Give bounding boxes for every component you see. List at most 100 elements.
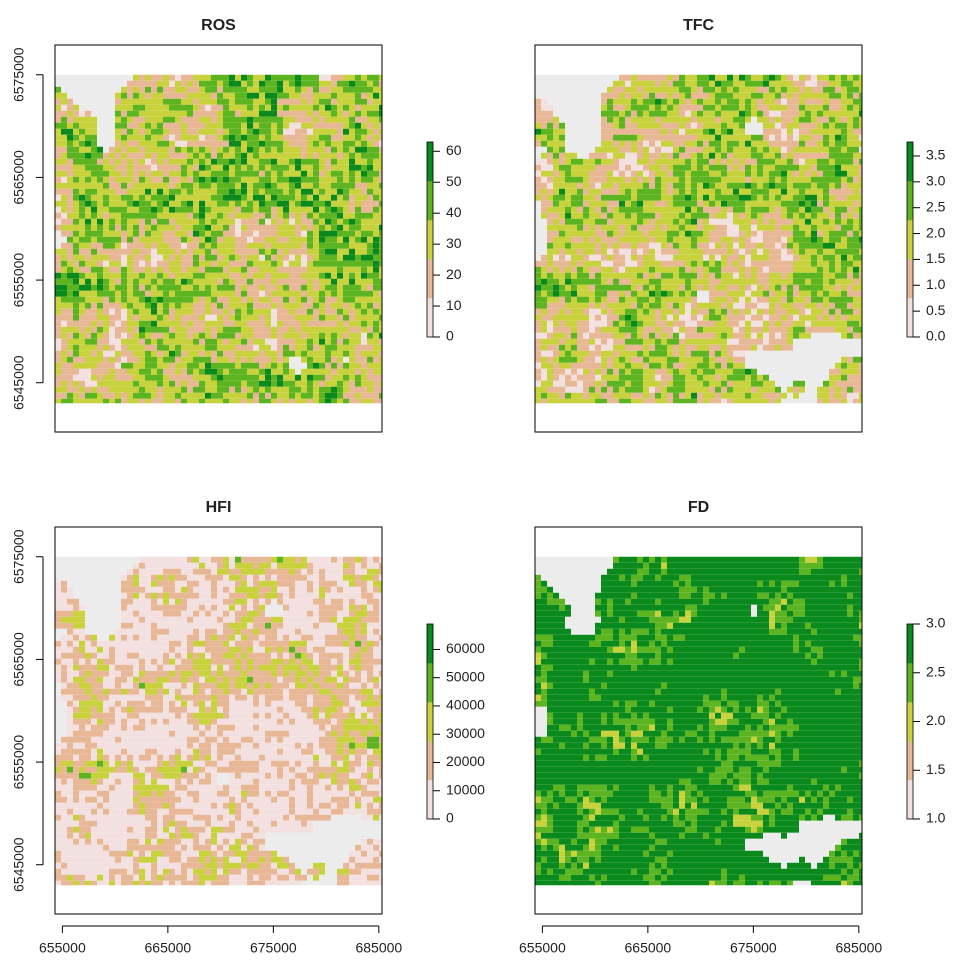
raster-cell [235,381,241,387]
raster-cell [61,255,67,261]
raster-cell [91,399,97,403]
raster-cell [253,195,259,201]
raster-cell [235,231,241,237]
raster-cell [589,189,595,195]
raster-cell [643,219,649,225]
raster-cell [571,285,577,291]
raster-cell [109,381,115,387]
raster-cell [67,195,73,201]
raster-cell [277,369,283,375]
raster-cell [319,117,325,123]
raster-cell [343,99,349,105]
raster-cell [235,111,241,117]
raster-cell [115,381,121,387]
raster-cell [97,255,103,261]
raster-cell [649,237,655,243]
raster-cell [367,117,373,123]
raster-cell [301,327,307,333]
raster-cell [601,207,607,213]
raster-cell [643,231,649,237]
raster-cell [277,351,283,357]
raster-cell [679,201,685,207]
raster-cell [139,345,145,351]
raster-cell [715,123,721,129]
raster-cell [727,177,733,183]
raster-cell [205,153,211,159]
raster-cell [91,375,97,381]
raster-cell [739,273,745,279]
raster-cell [841,225,847,231]
raster-cell [127,345,133,351]
raster-cell [199,285,205,291]
raster-cell [193,183,199,189]
raster-cell [85,177,91,183]
raster-cell [73,255,79,261]
raster-cell [85,213,91,219]
raster-cell [205,387,211,393]
raster-cell [751,237,757,243]
raster-cell [169,171,175,177]
raster-cell [703,207,709,213]
raster-cell [355,327,361,333]
raster-cell [127,111,133,117]
raster-cell [745,243,751,249]
raster-cell [79,387,85,393]
raster-cell [709,99,715,105]
raster-cell [619,177,625,183]
raster-cell [295,93,301,99]
raster-cell [739,219,745,225]
raster-cell [799,105,805,111]
raster-cell [763,201,769,207]
raster-cell [193,165,199,171]
raster-cell [247,105,253,111]
raster-cell [301,345,307,351]
raster-cell [157,267,163,273]
raster-cell [715,249,721,255]
raster-cell [325,381,331,387]
raster-cell [259,141,265,147]
raster-cell [301,201,307,207]
raster-cell [721,87,727,93]
raster-cell [349,237,355,243]
raster-cell [181,381,187,387]
raster-cell [637,201,643,207]
raster-cell [823,189,829,195]
raster-cell [793,165,799,171]
raster-cell [679,147,685,153]
raster-cell [733,255,739,261]
raster-cell [187,375,193,381]
raster-cell [775,201,781,207]
raster-cell [553,285,559,291]
raster-cell [325,315,331,321]
raster-cell [685,267,691,273]
raster-cell [253,105,259,111]
raster-cell [85,357,91,363]
raster-cell [163,363,169,369]
raster-cell [769,117,775,123]
raster-cell [559,237,565,243]
raster-cell [121,165,127,171]
raster-cell [571,231,577,237]
raster-cell [313,81,319,87]
raster-cell [139,303,145,309]
raster-cell [301,159,307,165]
raster-cell [229,225,235,231]
raster-cell [79,261,85,267]
raster-cell [817,153,823,159]
raster-cell [709,75,715,81]
raster-cell [67,147,73,153]
raster-cell [295,363,301,369]
raster-cell [67,237,73,243]
raster-cell [217,87,223,93]
raster-cell [103,219,109,225]
raster-cell [715,81,721,87]
raster-cell [361,387,367,393]
raster-cell [541,183,547,189]
raster-cell [361,135,367,141]
raster-cell [757,213,763,219]
raster-cell [793,123,799,129]
raster-cell [331,147,337,153]
raster-cell [295,231,301,237]
raster-cell [373,285,379,291]
raster-cell [67,129,73,135]
